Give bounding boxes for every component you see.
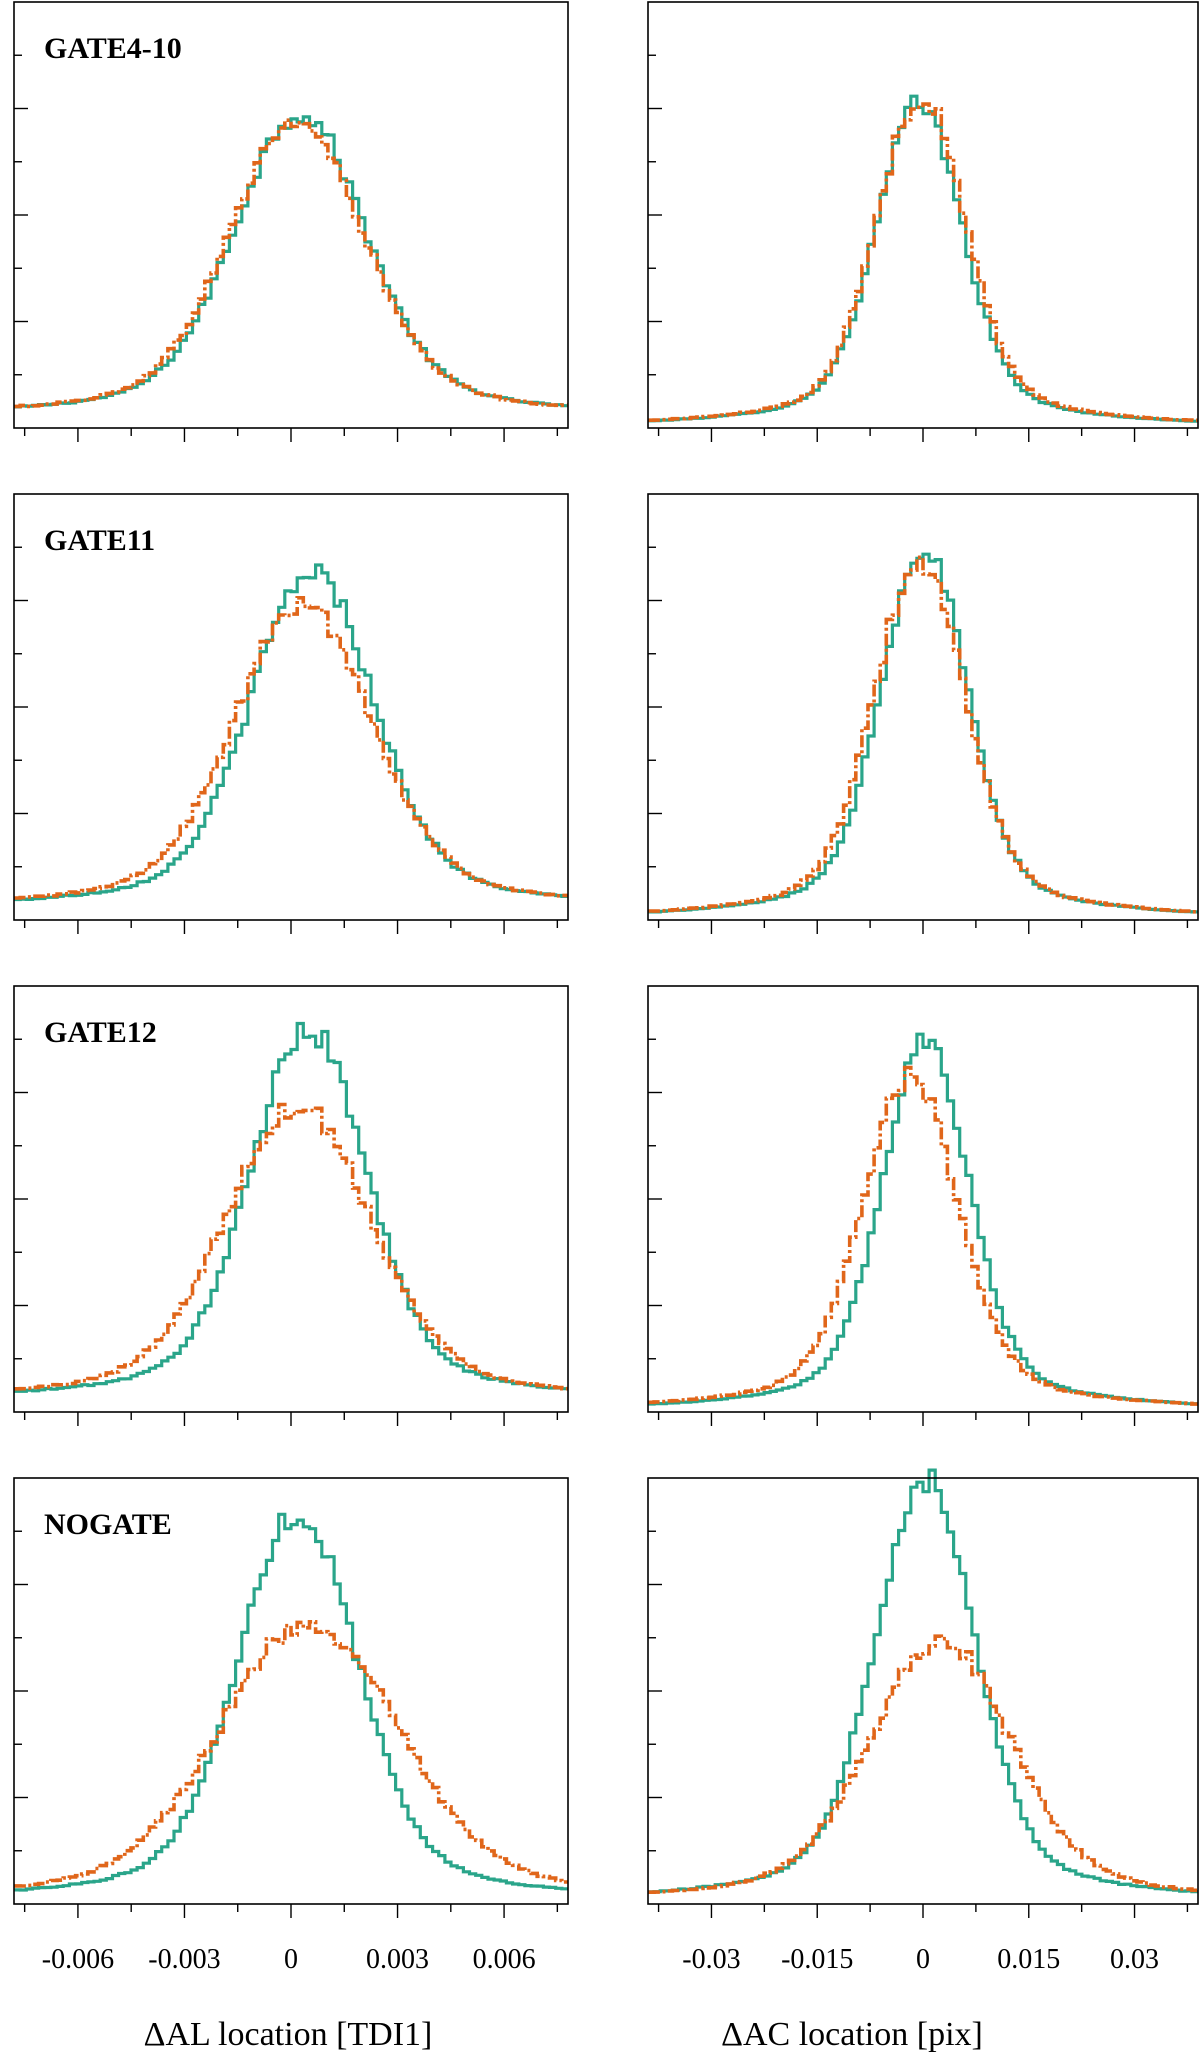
panel-title: NOGATE xyxy=(44,1508,172,1541)
panel-1: GATE4-10 xyxy=(13,1,569,442)
series-dashed-line xyxy=(14,1620,568,1888)
series-solid-line xyxy=(648,94,1198,423)
panel-4 xyxy=(647,493,1199,934)
series-dashed-line xyxy=(648,555,1198,914)
series-dashed-line xyxy=(648,1634,1198,1894)
panel-title: GATE11 xyxy=(44,524,155,557)
panel-2 xyxy=(647,1,1199,442)
series-dashed-line xyxy=(14,596,568,900)
panel-frame xyxy=(647,1,1199,429)
x-tick-label: 0.006 xyxy=(473,1944,536,1975)
series-solid-line xyxy=(14,1021,568,1393)
panel-frame xyxy=(13,1,569,429)
x-axis-label-right: ΔAC location [pix] xyxy=(721,2016,983,2053)
panel-frame xyxy=(13,493,569,921)
x-tick-label: -0.03 xyxy=(682,1944,740,1975)
series-solid-line xyxy=(648,1468,1198,1894)
series-dashed-line xyxy=(14,1102,568,1391)
panel-6 xyxy=(647,985,1199,1426)
series-dashed-line xyxy=(648,1065,1198,1406)
panel-title: GATE12 xyxy=(44,1016,157,1049)
x-tick-label: 0.003 xyxy=(366,1944,429,1975)
panel-8: -0.03 -0.015 0 0.015 0.03 xyxy=(647,1468,1199,1975)
x-tick-label: -0.006 xyxy=(42,1944,114,1975)
x-tick-label: 0 xyxy=(284,1944,298,1975)
panel-3: GATE11 xyxy=(13,493,569,934)
x-tick-label: 0.03 xyxy=(1110,1944,1159,1975)
series-dashed-line xyxy=(14,118,568,409)
panel-frame xyxy=(647,985,1199,1413)
x-axis-label-left: ΔAL location [TDI1] xyxy=(144,2016,433,2053)
panel-5: GATE12 xyxy=(13,985,569,1426)
panel-frame xyxy=(647,1477,1199,1905)
series-solid-line xyxy=(14,563,568,902)
panel-7: -0.006 -0.003 0 0.003 0.006 NOGATE xyxy=(13,1477,569,1975)
x-tick-label: -0.003 xyxy=(148,1944,220,1975)
panel-frame xyxy=(13,1477,569,1905)
x-tick-label: 0 xyxy=(916,1944,930,1975)
x-tick-label: -0.015 xyxy=(781,1944,853,1975)
series-solid-line xyxy=(648,552,1198,914)
x-tick-label: 0.015 xyxy=(997,1944,1060,1975)
series-dashed-line xyxy=(648,102,1198,423)
series-solid-line xyxy=(14,1512,568,1892)
series-solid-line xyxy=(14,115,568,409)
panel-title: GATE4-10 xyxy=(44,32,182,65)
panels-group: GATE4-10 GATE11 GATE12 -0.006 -0.003 0 0.003 0.… xyxy=(13,1,1199,1975)
